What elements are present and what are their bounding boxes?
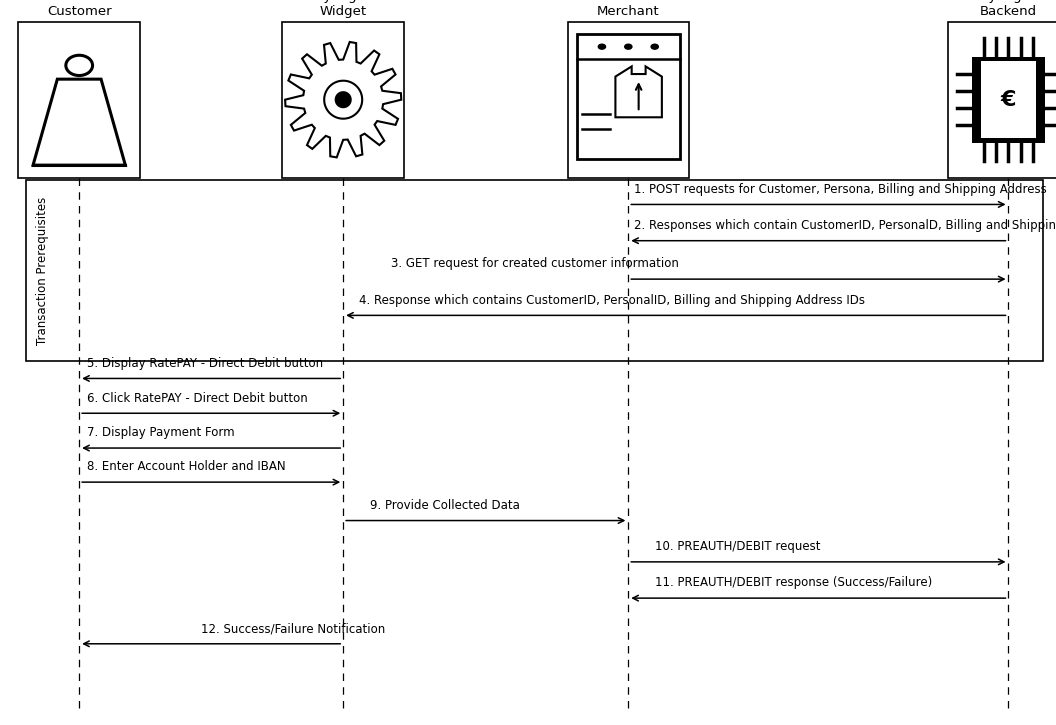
Polygon shape [285, 42, 401, 157]
Bar [948, 22, 1056, 178]
Text: Payengine
Widget: Payengine Widget [308, 0, 378, 18]
Ellipse shape [65, 55, 93, 75]
Text: 7. Display Payment Form: 7. Display Payment Form [87, 426, 234, 439]
Text: €: € [1001, 90, 1016, 109]
Text: 10. PREAUTH/DEBIT request: 10. PREAUTH/DEBIT request [655, 540, 821, 553]
Circle shape [652, 44, 658, 49]
Polygon shape [616, 67, 662, 117]
Circle shape [625, 44, 631, 49]
Text: 9. Provide Collected Data: 9. Provide Collected Data [370, 499, 520, 512]
Text: 6. Click RatePAY - Direct Debit button: 6. Click RatePAY - Direct Debit button [87, 392, 307, 405]
Polygon shape [335, 91, 352, 108]
Text: Payengine
Backend: Payengine Backend [974, 0, 1043, 18]
Circle shape [599, 44, 605, 49]
Bar [981, 61, 1036, 138]
Text: 1. POST requests for Customer, Persona, Billing and Shipping Address: 1. POST requests for Customer, Persona, … [634, 183, 1046, 196]
Bar [283, 22, 403, 178]
Bar [972, 57, 1045, 143]
Text: 3. GET request for created customer information: 3. GET request for created customer info… [391, 257, 679, 270]
Text: 5. Display RatePAY - Direct Debit button: 5. Display RatePAY - Direct Debit button [87, 357, 323, 370]
Text: 8. Enter Account Holder and IBAN: 8. Enter Account Holder and IBAN [87, 460, 285, 473]
Text: 12. Success/Failure Notification: 12. Success/Failure Notification [201, 622, 384, 635]
Text: Transaction Prerequisites: Transaction Prerequisites [36, 196, 49, 344]
Text: 11. PREAUTH/DEBIT response (Success/Failure): 11. PREAUTH/DEBIT response (Success/Fail… [655, 576, 932, 589]
Text: Merchant: Merchant [597, 5, 660, 18]
Polygon shape [324, 80, 362, 119]
Text: 4. Response which contains CustomerID, PersonalID, Billing and Shipping Address : 4. Response which contains CustomerID, P… [359, 294, 865, 307]
Text: Customer: Customer [46, 5, 112, 18]
Bar [568, 22, 689, 178]
Bar [577, 34, 680, 159]
Bar [26, 180, 1043, 361]
Polygon shape [33, 79, 126, 165]
Bar [18, 22, 139, 178]
Text: 2. Responses which contain CustomerID, PersonalD, Billing and Shipping Address I: 2. Responses which contain CustomerID, P… [634, 219, 1056, 232]
